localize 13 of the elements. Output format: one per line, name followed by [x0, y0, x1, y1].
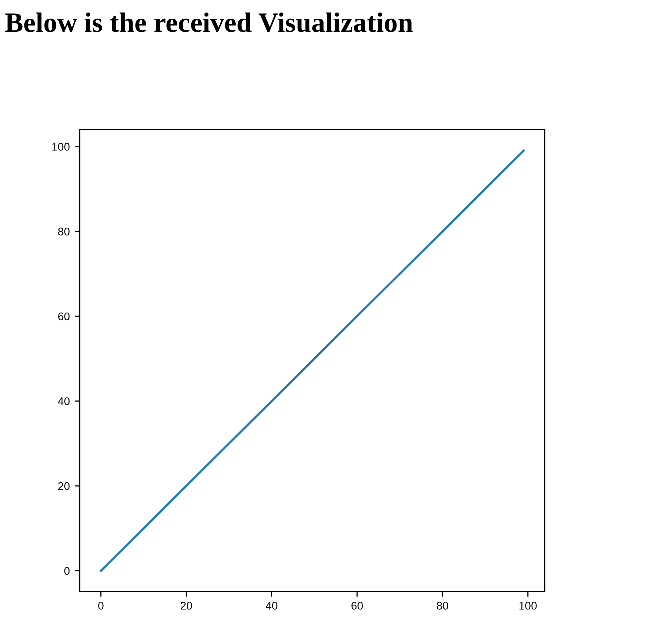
y-tick-label: 100 — [52, 143, 70, 151]
x-tick-label: 20 — [180, 602, 192, 610]
y-tick-label: 60 — [58, 312, 70, 321]
y-tick-label: 80 — [58, 228, 70, 236]
x-tick-label: 0 — [98, 602, 104, 610]
y-tick-label: 20 — [58, 482, 70, 490]
x-tick-label: 40 — [266, 602, 278, 610]
y-tick-label: 40 — [58, 398, 70, 406]
x-tick-label: 100 — [520, 602, 537, 610]
x-tick-label: 60 — [352, 602, 364, 610]
chart-title: Below is the received Visualization — [5, 12, 414, 32]
x-tick-label: 80 — [437, 602, 448, 610]
y-tick-label: 0 — [64, 567, 70, 576]
